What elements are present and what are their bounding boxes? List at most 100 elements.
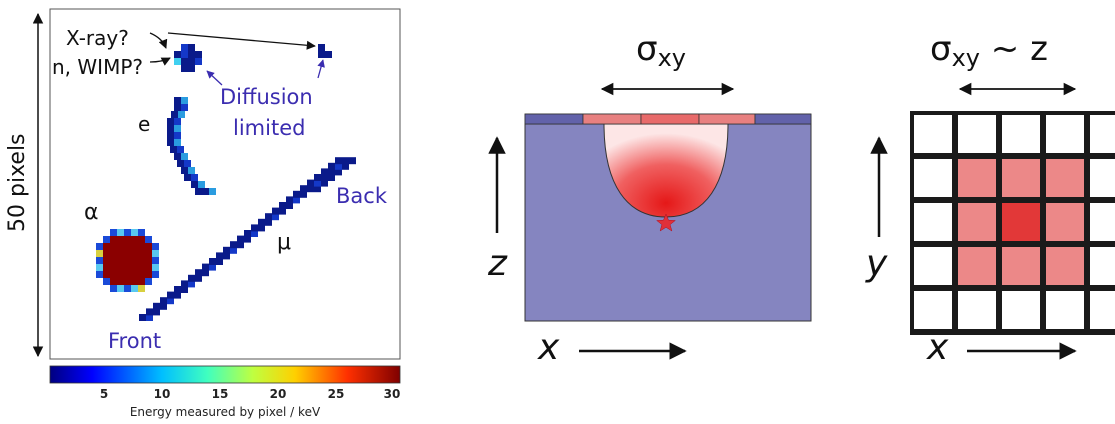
muon-track-pixel <box>237 235 244 243</box>
muon-track-pixel <box>349 157 356 165</box>
alpha-blob-pixel <box>138 271 145 278</box>
grid-pixel <box>914 203 952 241</box>
pixel-grid-view: σxy ~ z y x <box>865 29 1115 368</box>
grid-pixel <box>958 203 996 241</box>
muon-track-pixel <box>202 269 209 277</box>
muon-track-pixel <box>160 297 167 305</box>
alpha-blob-pixel <box>145 236 152 243</box>
alpha-blob-pixel <box>131 264 138 271</box>
muon-track-pixel <box>223 252 230 260</box>
alpha-blob-pixel <box>110 229 117 236</box>
muon-track-pixel <box>335 168 342 176</box>
grid-pixel <box>1002 159 1040 197</box>
alpha-blob-pixel <box>103 278 110 285</box>
alpha-blob-pixel <box>138 264 145 271</box>
alpha-blob-pixel <box>110 271 117 278</box>
alpha-blob-pixel <box>110 278 117 285</box>
charge-diffusion-crosssection: σxy z x <box>487 29 812 368</box>
alpha-blob-pixel <box>96 250 103 257</box>
muon-track-pixel <box>153 308 160 316</box>
alpha-blob-pixel <box>152 250 159 257</box>
muon-track-pixel <box>174 286 181 293</box>
electron-label: e <box>138 112 150 136</box>
electron-track-pixel <box>181 97 188 104</box>
xray-blob-pixel <box>181 58 188 65</box>
grid-pixel <box>914 159 952 197</box>
back-label: Back <box>336 184 388 208</box>
front-label: Front <box>108 329 161 353</box>
nwimp-arrow <box>149 57 171 66</box>
alpha-blob-pixel <box>96 257 103 264</box>
sigma-z-label: σxy ~ z <box>930 29 1048 72</box>
muon-track-pixel <box>279 207 286 215</box>
muon-track-pixel <box>265 218 272 226</box>
alpha-blob-pixel <box>152 257 159 264</box>
xray-arrow-2 <box>167 32 316 50</box>
colorbar-tick: 5 <box>100 387 108 401</box>
alpha-blob-pixel <box>124 250 131 257</box>
muon-track-pixel <box>181 286 188 293</box>
muon-track-pixel <box>188 274 195 282</box>
muon-track-pixel <box>314 179 321 187</box>
muon-track-pixel <box>335 157 342 165</box>
muon-track-pixel <box>258 224 265 232</box>
y-axis-label: y <box>865 243 888 284</box>
nwimp-label: n, WIMP? <box>52 55 143 79</box>
alpha-blob-pixel <box>124 257 131 264</box>
grid-pixel <box>1002 247 1040 285</box>
pixel-right <box>754 113 812 125</box>
grid-pixel <box>958 247 996 285</box>
grid-pixel <box>1046 115 1084 153</box>
grid-pixel <box>1090 115 1115 153</box>
alpha-blob-pixel <box>117 243 124 250</box>
muon-track-pixel <box>160 302 167 310</box>
alpha-blob-pixel <box>110 257 117 264</box>
grid-pixel <box>914 291 952 329</box>
alpha-blob-pixel <box>124 271 131 278</box>
track-image-panel: 50 pixels X-ray? n, WIMP? e α μ Diffusio… <box>5 8 401 419</box>
electron-track-pixel <box>191 174 198 181</box>
grid-pixel <box>1002 203 1040 241</box>
xray-blob-pixel <box>181 44 188 51</box>
electron-track-pixel <box>191 181 198 188</box>
alpha-blob-pixel <box>103 264 110 271</box>
alpha-blob-pixel <box>117 264 124 271</box>
particle-tracks <box>96 44 356 321</box>
alpha-blob-pixel <box>145 271 152 278</box>
pixel-grid <box>910 111 1115 335</box>
alpha-blob-pixel <box>110 243 117 250</box>
colorbar-ticks: 5 10 15 20 25 30 <box>100 387 401 401</box>
muon-track-pixel <box>244 230 251 237</box>
alpha-blob-pixel <box>152 271 159 278</box>
colorbar-tick: 25 <box>328 387 345 401</box>
muon-track-pixel <box>293 196 300 204</box>
xray-blob-pixel <box>188 58 195 65</box>
muon-label: μ <box>277 230 291 255</box>
alpha-blob-pixel <box>110 236 117 243</box>
electron-track-pixel <box>188 167 195 174</box>
alpha-blob-pixel <box>145 264 152 271</box>
alpha-blob-pixel <box>145 278 152 285</box>
muon-track-pixel <box>342 157 349 165</box>
muon-track-pixel <box>209 258 216 265</box>
muon-track-pixel <box>181 280 188 288</box>
muon-track-pixel <box>328 168 335 176</box>
electron-track-pixel <box>167 118 174 125</box>
muon-track-pixel <box>286 196 293 204</box>
alpha-blob-pixel <box>131 236 138 243</box>
electron-track-pixel <box>171 111 178 118</box>
xray-blob-pixel <box>174 58 181 65</box>
alpha-blob-pixel <box>117 278 124 285</box>
alpha-blob-pixel <box>131 243 138 250</box>
grid-pixel <box>1046 291 1084 329</box>
grid-pixel <box>1090 247 1115 285</box>
colorbar-tick: 30 <box>384 387 401 401</box>
electron-track-pixel <box>174 97 181 104</box>
alpha-blob-pixel <box>117 236 124 243</box>
alpha-blob-pixel <box>131 285 138 292</box>
alpha-blob-pixel <box>103 250 110 257</box>
muon-track-pixel <box>314 185 321 193</box>
alpha-blob-pixel <box>117 257 124 264</box>
muon-track-pixel <box>335 162 342 170</box>
alpha-blob-pixel <box>96 264 103 271</box>
